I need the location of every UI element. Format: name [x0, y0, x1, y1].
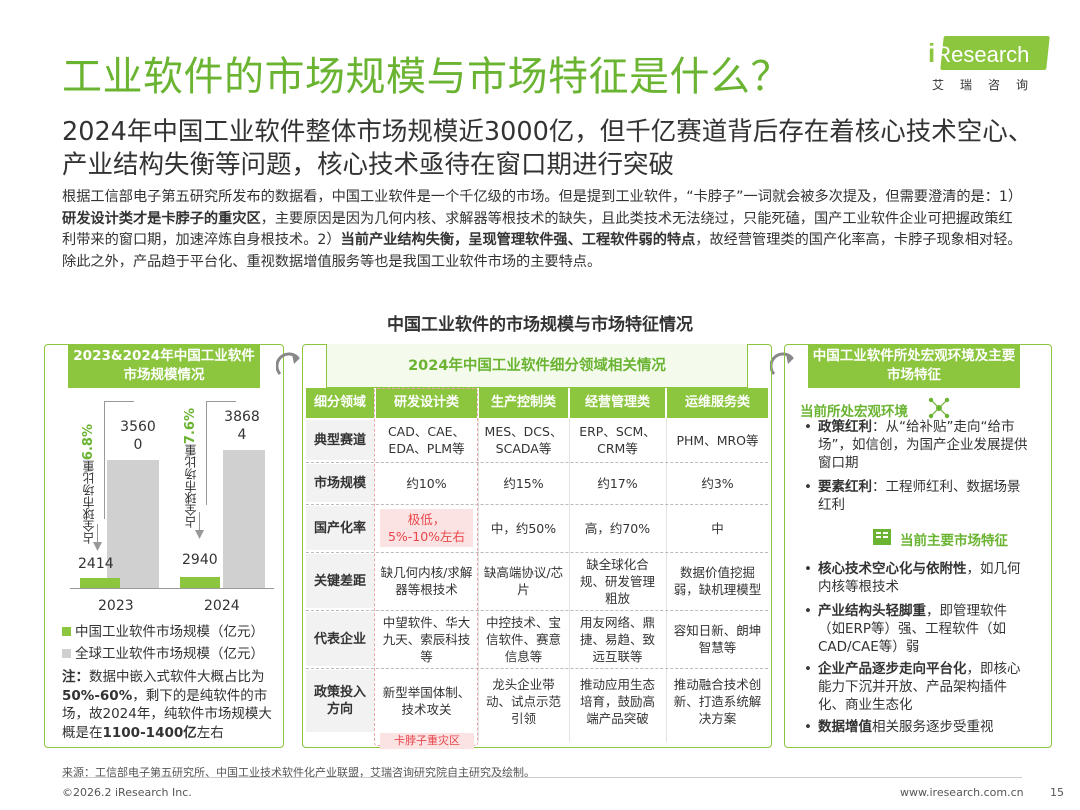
table-header: 生产控制类 — [479, 388, 568, 418]
network-icon — [928, 397, 950, 419]
table-cell: 缺几何内核/求解器等根技术 — [380, 565, 473, 597]
table-cell: 中，约50% — [490, 520, 557, 536]
table-cell: 推动融合技术创新、打造系统解决方案 — [673, 676, 762, 726]
table-cell: MES、DCS、SCADA等 — [484, 424, 563, 456]
value-label-global-2024: 3868 4 — [224, 409, 260, 443]
footer-divider — [62, 777, 1022, 778]
feature-item: 核心技术空心化与依附性，如几何内核等根技术 — [800, 560, 1028, 596]
intro-paragraph: 根据工信部电子第五研究所发布的数据看，中国工业软件是一个千亿级的市场。但是提到工… — [62, 189, 1023, 270]
table-cell: 极低，5%-10%左右 — [376, 506, 477, 550]
table-cell: 数据价值挖掘弱，缺机理模型 — [673, 565, 762, 597]
table-cell: 新型举国体制、技术攻关 — [382, 685, 471, 717]
row-header: 典型赛道 — [306, 420, 374, 460]
table-cell: 缺全球化合规、研发管理粗放 — [579, 556, 655, 606]
rd-column-highlight — [374, 388, 478, 746]
row-header: 市场规模 — [306, 464, 374, 502]
table-cell: 用友网络、鼎捷、易趋、致远互联等 — [579, 614, 655, 664]
table-cell: 推动应用生态培育，鼓励高端产品突破 — [579, 676, 655, 726]
macro-item: 政策红利：从“给补贴”走向“给市场”，如信创，为国产企业发展提供窗口期 — [800, 418, 1028, 472]
share-bracket-2024-top — [206, 401, 236, 402]
macro-section-title: 当前所处宏观环境 — [800, 404, 908, 420]
table-cell: 约15% — [503, 475, 544, 491]
row-divider — [306, 610, 768, 611]
iresearch-logo: iResearch 艾瑞咨询 — [928, 34, 1050, 94]
share-bracket-2024 — [206, 401, 207, 505]
row-divider — [306, 462, 768, 463]
row-header: 关键差距 — [306, 554, 374, 608]
feature-item: 企业产品逐步走向平台化，即核心能力下沉并开放、产品架构插件化、商业生态化 — [800, 660, 1028, 714]
arrow-right-icon — [276, 352, 300, 375]
x-tick-2023: 2023 — [98, 598, 134, 614]
x-tick-2024: 2024 — [204, 598, 240, 614]
copyright: ©2026.2 iResearch Inc. — [62, 786, 192, 799]
source-note: 来源：工信部电子第五研究所、中国工业技术软件化产业联盟，艾瑞咨询研究院自主研究及… — [62, 766, 535, 779]
table-cell: 约3% — [701, 475, 734, 491]
legend-global: 全球工业软件市场规模（亿元） — [62, 642, 264, 662]
localization-rate-highlight: 极低，5%-10%左右 — [380, 509, 473, 547]
macro-item: 要素红利：工程师红利、数据场景红利 — [800, 478, 1028, 514]
column-divider — [478, 418, 479, 742]
legend-china: 中国工业软件市场规模（亿元） — [62, 620, 264, 640]
table-cell: 约17% — [597, 475, 638, 491]
page-subtitle: 2024年中国工业软件整体市场规模近3000亿，但千亿赛道背后存在着核心技术空心… — [62, 117, 1034, 180]
row-divider — [306, 668, 768, 669]
section-title: 中国工业软件的市场规模与市场特征情况 — [387, 315, 693, 335]
feature-item: 产业结构头轻脚重，即管理软件（如ERP等）强、工程软件（如CAD/CAE等）弱 — [800, 602, 1028, 656]
value-label-china-2023: 2414 — [78, 556, 114, 572]
column-divider — [569, 418, 570, 742]
table-header: 运维服务类 — [667, 388, 768, 418]
table-header: 细分领域 — [306, 388, 374, 418]
chart-note: 注：数据中嵌入式软件大概占比为50%-60%，剩下的是纯软件的市场，故2024年… — [62, 669, 272, 741]
choke-point-badge: 卡脖子重灾区 — [380, 733, 474, 749]
page-number: 15 — [1050, 786, 1064, 799]
row-header: 代表企业 — [306, 612, 374, 666]
table-header: 研发设计类 — [376, 388, 477, 418]
table-cell: CAD、CAE、EDA、PLM等 — [387, 424, 466, 456]
row-header: 国产化率 — [306, 506, 374, 550]
page-title: 工业软件的市场规模与市场特征是什么？ — [62, 54, 791, 100]
website-link[interactable]: www.iresearch.com.cn — [900, 786, 1024, 799]
column-divider — [666, 418, 667, 742]
feature-item: 数据增值相关服务逐步受重视 — [800, 718, 1028, 736]
row-divider — [306, 504, 768, 505]
book-icon — [873, 529, 891, 545]
table-header: 经营管理类 — [570, 388, 665, 418]
share-pointer-2023 — [97, 524, 98, 544]
market-feature-section-title: 当前主要市场特征 — [900, 533, 1008, 549]
share-pointer-2024 — [199, 512, 200, 532]
bar-global-2023-front — [107, 460, 157, 588]
share-dot-2024 — [195, 530, 204, 539]
table-cell: PHM、MRO等 — [676, 432, 759, 448]
share-bracket-2023-top — [104, 401, 134, 402]
value-label-china-2024: 2940 — [182, 552, 218, 568]
value-label-global-2023: 3560 0 — [120, 419, 156, 453]
row-divider — [306, 552, 768, 553]
row-header: 政策投入方向 — [306, 670, 374, 732]
table-cell: 高，约70% — [584, 520, 651, 536]
bar-china-2024 — [180, 577, 220, 588]
share-label-2024: 占全球市场比重7.6% — [183, 408, 198, 529]
table-cell: ERP、SCM、CRM等 — [579, 424, 656, 456]
table-cell: 龙头企业带动、试点示范引领 — [485, 676, 561, 726]
table-cell: 容知日新、朗坤智慧等 — [673, 623, 762, 655]
share-dot-2023 — [93, 542, 102, 551]
x-axis-line — [70, 588, 274, 589]
segment-panel-header: 2024年中国工业软件细分领域相关情况 — [326, 344, 748, 388]
table-cell: 中 — [711, 520, 724, 536]
table-cell: 缺高端协议/芯片 — [483, 565, 564, 597]
share-label-2023: 占全球市场比重6.8% — [81, 424, 96, 545]
market-size-panel-header: 2023&2024年中国工业软件市场规模情况 — [68, 344, 260, 388]
bar-global-2024 — [223, 450, 265, 588]
share-bracket-2023 — [104, 401, 105, 519]
bar-china-2023 — [80, 578, 120, 588]
table-cell: 中望软件、华大九天、索辰科技等 — [382, 614, 471, 664]
macro-environment-panel-header: 中国工业软件所处宏观环境及主要市场特征 — [808, 344, 1020, 388]
table-cell: 中控技术、宝信软件、赛意信息等 — [485, 614, 561, 664]
table-cell: 约10% — [406, 475, 447, 491]
